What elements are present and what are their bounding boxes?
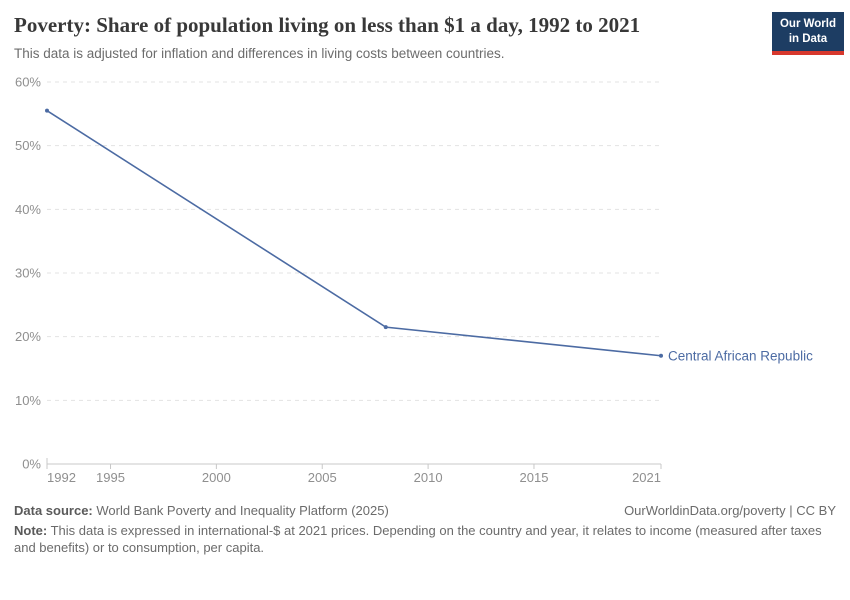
owid-logo-line1: Our World (779, 18, 836, 30)
note-label: Note: (14, 522, 48, 538)
x-axis-tick-label: 2021 (632, 470, 661, 485)
owid-logo[interactable]: Our World in Data (771, 12, 844, 55)
source-row: Data source: World Bank Poverty and Ineq… (14, 503, 836, 518)
series-label[interactable]: Central African Republic (668, 348, 813, 363)
data-source-label: Data source: (14, 502, 93, 518)
chart-header: Poverty: Share of population living on l… (0, 0, 850, 61)
chart-footer: Data source: World Bank Poverty and Ineq… (0, 493, 850, 557)
note-text: This data is expressed in international-… (14, 522, 822, 555)
y-axis-tick-label: 0% (22, 456, 41, 471)
data-source: Data source: World Bank Poverty and Ineq… (14, 503, 389, 518)
x-axis-tick-label: 1992 (47, 470, 76, 485)
x-axis-tick-label: 2005 (308, 470, 337, 485)
y-axis-tick-label: 60% (15, 74, 41, 89)
data-point[interactable] (659, 353, 663, 358)
poverty-line-chart: 0% 10% 20% 30% 40% 50% 60% 1992 1995 2000 2005 2010… (15, 74, 813, 485)
x-axis-tick-label: 2010 (414, 470, 443, 485)
y-axis-tick-label: 30% (15, 265, 41, 280)
note: Note: This data is expressed in internat… (14, 523, 836, 557)
rights-link[interactable]: OurWorldinData.org/poverty | CC BY (624, 502, 836, 518)
data-point[interactable] (383, 324, 388, 329)
x-axis-tick-label: 1995 (96, 470, 125, 485)
x-axis-tick-label: 2000 (202, 470, 231, 485)
data-source-text: World Bank Poverty and Inequality Platfo… (92, 502, 389, 518)
chart-title: Poverty: Share of population living on l… (14, 13, 641, 37)
y-axis-tick-label: 40% (15, 202, 41, 217)
y-axis-tick-label: 20% (15, 329, 41, 344)
y-axis-tick-label: 10% (15, 393, 41, 408)
series-line[interactable] (46, 109, 662, 357)
x-axis-tick-label: 2015 (520, 470, 549, 485)
owid-logo-line2: in Data (788, 32, 828, 45)
y-axis-tick-label: 50% (15, 138, 41, 153)
chart-subtitle: This data is adjusted for inflation and … (14, 45, 505, 61)
data-point[interactable] (45, 108, 49, 113)
